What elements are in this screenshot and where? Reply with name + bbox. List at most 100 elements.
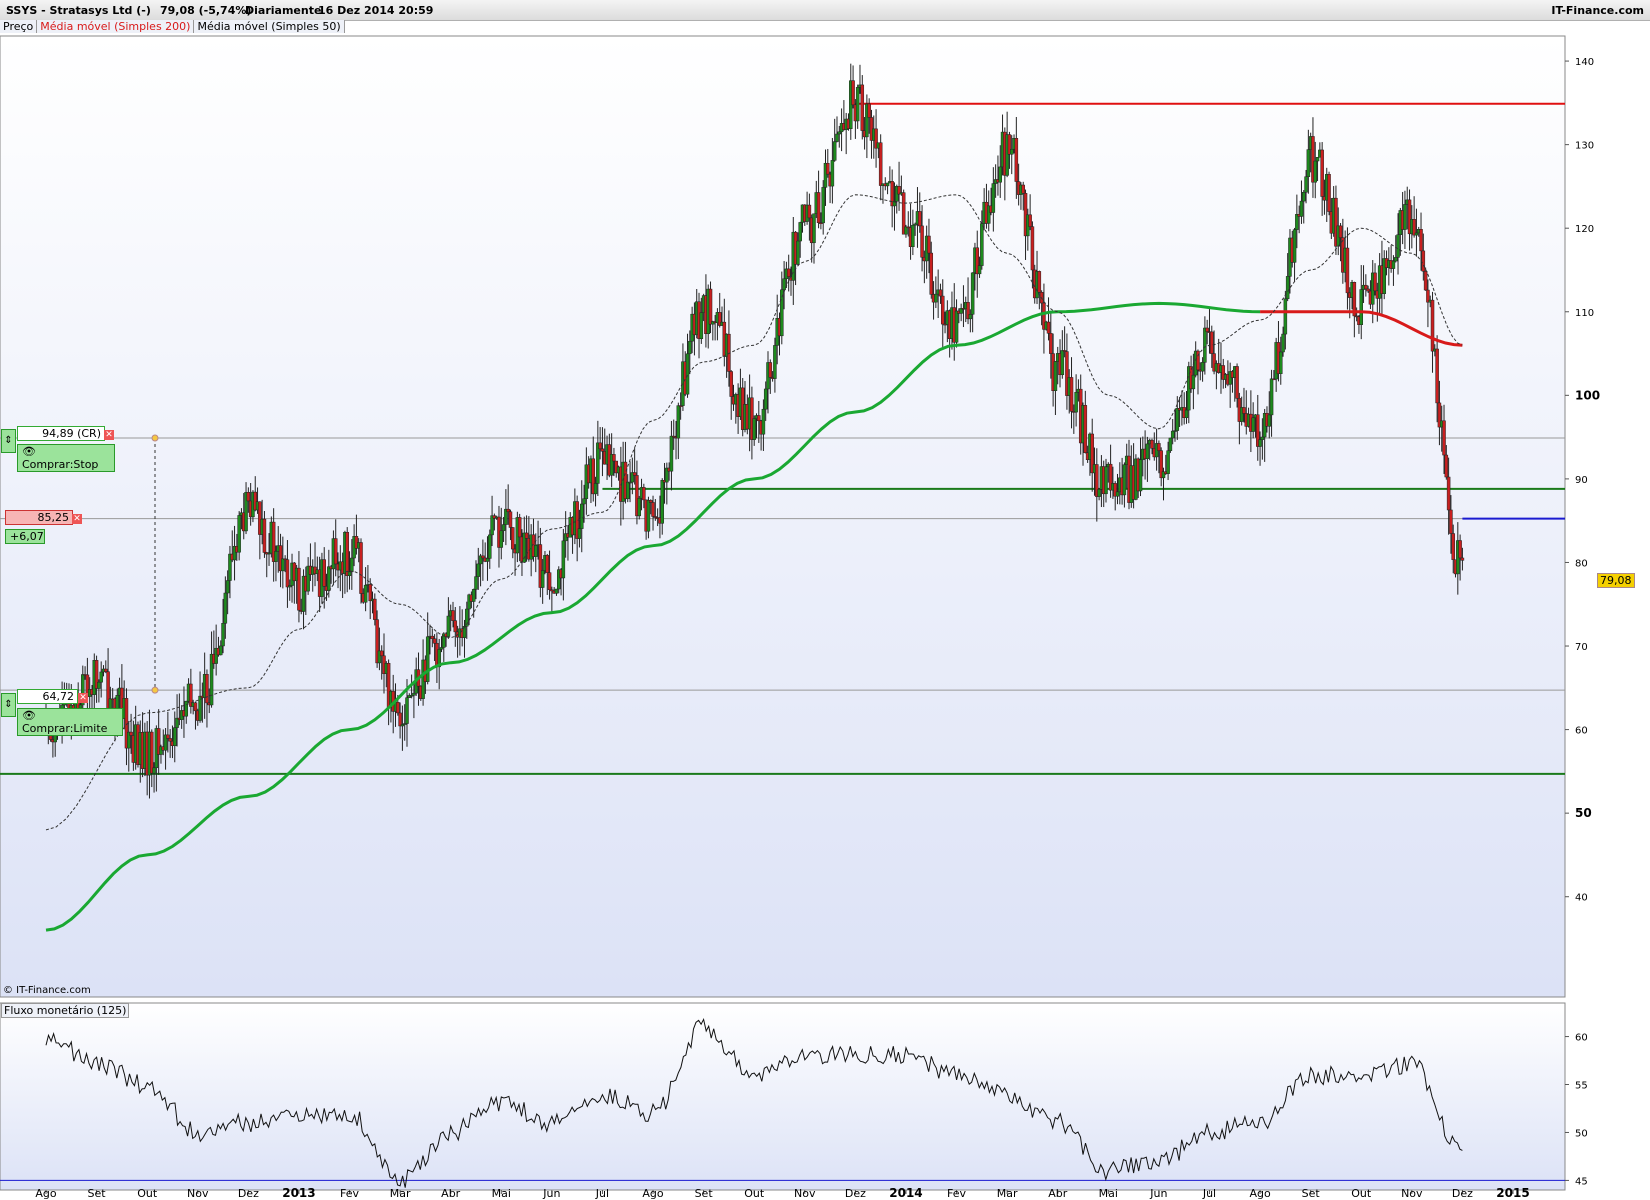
x-tick-label: Ago — [642, 1187, 664, 1200]
candle-body — [368, 584, 372, 602]
candle-body — [660, 480, 664, 524]
candle-body — [729, 371, 733, 397]
candle-body — [322, 559, 326, 587]
legend-ma50[interactable]: Média móvel (Simples 50) — [194, 20, 345, 33]
candle-body — [1046, 321, 1051, 334]
candle-body — [1184, 409, 1189, 418]
candle-body — [991, 183, 996, 213]
order-marker — [151, 434, 159, 442]
candle-body — [547, 572, 552, 591]
candle-body — [1221, 365, 1226, 380]
position-price[interactable]: 85,25 — [5, 510, 73, 525]
candle-body — [1304, 176, 1308, 193]
candle-body — [708, 288, 713, 325]
candle-body — [198, 695, 202, 721]
indicator-legend[interactable]: Fluxo monetário (125) — [1, 1003, 130, 1018]
candle-body — [405, 697, 409, 724]
stop-order-button[interactable]: 👁 Comprar:Stop — [17, 444, 115, 472]
order-marker — [151, 686, 159, 694]
candle-body — [1366, 288, 1370, 292]
candle-body — [476, 563, 481, 577]
title-bar: SSYS - Stratasys Ltd (-) 79,08 (-5,74%) … — [0, 0, 1650, 21]
y-tick-label: 90 — [1575, 475, 1588, 486]
limit-order-button[interactable]: 👁 Comprar:Limite — [17, 708, 123, 736]
candle-body — [437, 648, 441, 668]
candle-body — [506, 508, 510, 513]
x-tick-label: Nov — [187, 1187, 209, 1200]
candle-body — [901, 192, 906, 235]
candle-body — [1412, 219, 1416, 236]
candle-body — [612, 454, 616, 462]
x-tick-label: 2014 — [889, 1186, 922, 1200]
position-close-icon[interactable]: ✕ — [72, 514, 82, 524]
candle-body — [1083, 405, 1088, 453]
candle-body — [1239, 407, 1244, 422]
stop-order-label: Comprar:Stop — [22, 458, 99, 471]
candle-body — [1295, 214, 1299, 230]
candle-body — [1203, 327, 1207, 363]
candle-body — [432, 638, 437, 644]
candle-body — [278, 545, 283, 572]
x-tick-label: Jun — [542, 1187, 560, 1200]
y-tick-label: 130 — [1575, 141, 1594, 152]
candle-body — [1166, 450, 1170, 474]
limit-order-close-icon[interactable]: ✕ — [78, 693, 88, 703]
candle-body — [977, 265, 982, 275]
candle-body — [1009, 148, 1014, 155]
candle-body — [975, 247, 979, 275]
candle-body — [628, 481, 632, 484]
candle-body — [554, 588, 559, 594]
candle-body — [511, 527, 515, 550]
candle-body — [490, 515, 494, 536]
candle-body — [786, 268, 791, 277]
candle-body — [593, 483, 598, 495]
candle-body — [209, 653, 214, 706]
candle-body — [582, 498, 586, 505]
period-label: Diariamente — [245, 4, 322, 17]
candle-body — [189, 683, 193, 707]
candle-body — [557, 569, 561, 590]
candle-body — [609, 454, 614, 476]
candle-body — [699, 312, 704, 340]
candle-body — [837, 131, 842, 135]
candle-body — [1292, 229, 1297, 263]
x-tick-label: Out — [744, 1187, 765, 1200]
candle-body — [685, 353, 690, 395]
stop-order-close-icon[interactable]: ✕ — [104, 430, 114, 440]
candle-body — [1338, 225, 1343, 238]
candle-body — [885, 182, 890, 187]
x-tick-label: Dez — [1452, 1187, 1473, 1200]
stop-order-value[interactable]: 94,89 (CR) — [17, 426, 105, 441]
candle-body — [855, 87, 860, 122]
stop-order-drag-handle[interactable]: ⇕ — [1, 429, 16, 453]
candle-body — [271, 521, 276, 562]
candle-body — [1302, 191, 1306, 202]
legend-ma200[interactable]: Média móvel (Simples 200) — [37, 20, 195, 33]
candle-body — [637, 497, 641, 517]
candle-body — [471, 589, 476, 602]
limit-order-value[interactable]: 64,72 — [17, 689, 78, 704]
candle-body — [980, 223, 984, 266]
candle-body — [1281, 333, 1285, 353]
candle-body — [517, 517, 522, 538]
legend-price[interactable]: Preço — [0, 20, 38, 33]
candle-body — [1269, 378, 1274, 416]
limit-order-drag-handle[interactable]: ⇕ — [1, 693, 16, 717]
candle-body — [1382, 258, 1386, 294]
candle-body — [1097, 489, 1101, 497]
candle-body — [892, 201, 897, 207]
candle-body — [1407, 199, 1412, 235]
candle-body — [327, 566, 331, 591]
y-tick-label: 100 — [1575, 388, 1600, 402]
candle-body — [596, 442, 600, 484]
x-tick-label: Nov — [794, 1187, 816, 1200]
sub-y-tick-label: 45 — [1575, 1176, 1588, 1187]
candle-body — [285, 559, 290, 588]
candle-body — [306, 565, 310, 592]
candle-body — [94, 660, 99, 689]
candle-body — [1426, 289, 1430, 303]
candle-body — [375, 619, 379, 664]
candle-body — [929, 252, 934, 295]
candle-body — [1021, 184, 1025, 194]
